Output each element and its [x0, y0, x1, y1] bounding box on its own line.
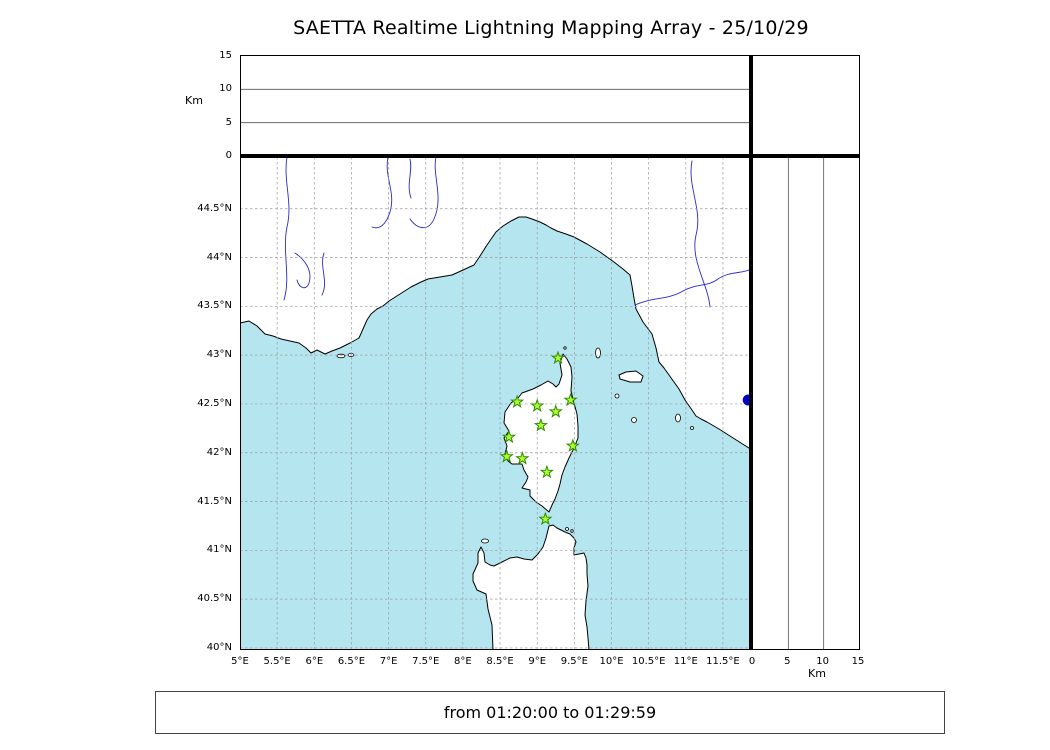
lon-tick-label: 9.5°E: [560, 656, 588, 667]
figure-title: SAETTA Realtime Lightning Mapping Array …: [293, 17, 809, 39]
coastlines: [240, 157, 752, 650]
capraia-island: [595, 347, 601, 359]
lat-tick-label: 42.5°N: [197, 397, 232, 409]
lon-tick-label: 11.5°E: [706, 656, 740, 667]
map-gridlines: [240, 157, 752, 650]
station-star-marker: [550, 350, 566, 365]
lon-tick-label: 9°E: [528, 656, 547, 667]
lat-tick-label: 40.5°N: [197, 593, 232, 605]
altitude-tick-label: 15: [219, 50, 232, 61]
hyeres-island: [336, 353, 346, 359]
station-star-marker: [501, 429, 517, 444]
map-panel: [240, 157, 752, 650]
altitude-latitude-panel: [752, 157, 860, 650]
lon-tick-label: 8.5°E: [486, 656, 514, 667]
giannutri-island: [690, 426, 694, 430]
river-line: [294, 252, 311, 289]
giraglia-islet: [563, 346, 567, 350]
montecristo-island: [631, 417, 637, 423]
right-panel-gridlines: [787, 158, 825, 649]
lon-tick-label: 5°E: [231, 656, 249, 667]
lon-tick-label: 7.5°E: [412, 656, 440, 667]
lat-tick-label: 44.5°N: [197, 202, 232, 214]
altitude-tick-label: 0: [748, 656, 756, 667]
river-line: [690, 160, 711, 308]
time-range-text: from 01:20:00 to 01:29:59: [443, 703, 657, 722]
lat-tick-label: 44°N: [206, 251, 232, 263]
lon-tick-label: 10°E: [599, 656, 624, 667]
lat-tick-label: 40°N: [206, 641, 232, 653]
altitude-histogram-panel: [752, 55, 860, 157]
lon-tick-label: 7°E: [379, 656, 398, 667]
station-star-marker: [499, 449, 514, 463]
lat-tick-label: 41.5°N: [197, 495, 232, 507]
km-axis-label-right-panel: Km: [808, 667, 826, 680]
altitude-tick-label: 0: [225, 150, 232, 161]
station-star-marker: [538, 511, 553, 526]
altitude-latitude-plot: [787, 158, 825, 649]
elba-island: [618, 370, 644, 383]
lon-tick-label: 11°E: [673, 656, 698, 667]
station-star-marker: [548, 404, 563, 418]
river-line: [409, 157, 439, 229]
altitude-tick-label: 10: [816, 656, 830, 667]
river-line: [321, 252, 326, 296]
river-line: [371, 157, 393, 229]
panel-separator-horizontal: [240, 154, 860, 157]
pianosa-island: [614, 393, 620, 399]
river-line: [634, 268, 752, 306]
maddalena-island: [565, 527, 569, 531]
lon-tick-label: 6°E: [305, 656, 324, 667]
station-star-marker: [509, 394, 525, 409]
river-line: [283, 157, 290, 301]
sardinia-coast: [472, 524, 590, 650]
lon-tick-label: 8°E: [454, 656, 472, 667]
giglio-island: [675, 413, 681, 423]
km-axis-label-top-panel: Km: [185, 94, 203, 107]
station-star-marker: [539, 464, 555, 479]
maddalena-island: [570, 529, 574, 533]
altitude-tick-label: 5: [784, 656, 791, 667]
station-star-marker: [533, 417, 549, 432]
rivers: [283, 157, 752, 308]
lon-tick-label: 5.5°E: [263, 656, 291, 667]
lon-tick-label: 6.5°E: [337, 656, 366, 667]
time-range-box: from 01:20:00 to 01:29:59: [155, 691, 945, 734]
lat-tick-label: 42°N: [206, 446, 232, 458]
lat-tick-label: 43°N: [206, 349, 232, 361]
altitude-tick-label: 15: [851, 656, 865, 667]
corsica-coast: [503, 353, 579, 513]
altitude-longitude-panel: [240, 55, 752, 157]
small-islands: [336, 346, 694, 544]
lat-tick-label: 41°N: [206, 544, 232, 556]
station-markers: [499, 350, 581, 526]
lon-tick-label: 10.5°E: [631, 656, 666, 667]
mainland-coast-france-italy: [240, 157, 752, 451]
altitude-tick-label: 10: [219, 83, 232, 95]
station-star-marker: [563, 392, 578, 407]
top-panel-gridlines: [241, 88, 751, 124]
altitude-longitude-plot: [241, 88, 751, 124]
station-star-marker: [515, 451, 530, 465]
map-plot: [240, 157, 752, 650]
lat-tick-label: 43.5°N: [197, 300, 232, 312]
station-star-marker: [565, 438, 581, 452]
altitude-tick-label: 5: [225, 116, 232, 128]
panel-separator-vertical: [749, 55, 752, 650]
station-star-marker: [530, 398, 545, 412]
river-line: [408, 158, 412, 199]
asinara-island: [481, 538, 489, 544]
